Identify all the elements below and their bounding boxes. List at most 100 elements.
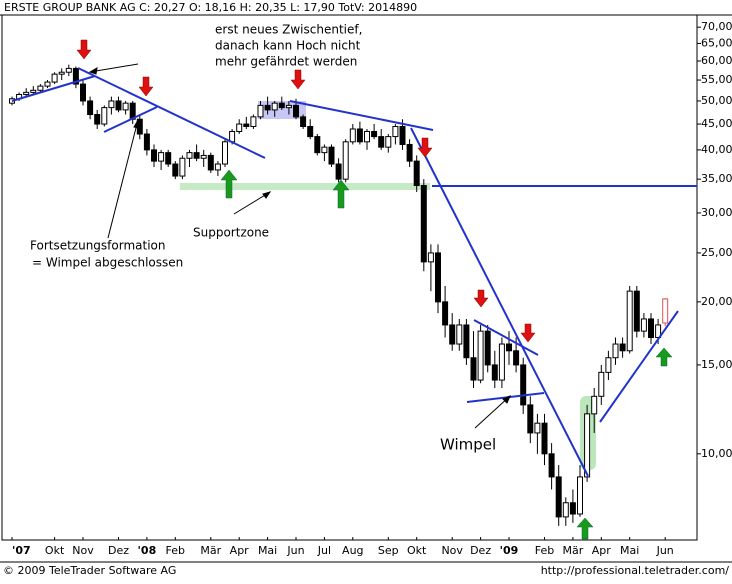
support-zone: [180, 183, 430, 190]
candle-body: [207, 154, 214, 171]
candle-body: [30, 89, 37, 93]
pointer: [107, 119, 139, 239]
candle-body: [442, 301, 449, 326]
y-tick-label: 40,00: [701, 143, 732, 156]
candle-body: [633, 290, 640, 332]
x-tick-label: Nov: [441, 544, 463, 557]
x-tick-label: Jun: [656, 544, 674, 557]
candle-body: [527, 404, 534, 434]
candle-body: [591, 395, 598, 415]
x-tick-label: '07: [12, 544, 31, 557]
chart-title: ERSTE GROUP BANK AG C: 20,27 O: 18,16 H:…: [4, 1, 417, 14]
y-tick-label: 70,00: [701, 20, 732, 33]
candle-body: [193, 152, 200, 159]
annotation: danach kann Hoch nicht: [215, 39, 361, 53]
candle-body: [58, 71, 65, 75]
candle-body: [612, 343, 619, 359]
candle-body: [626, 290, 633, 352]
x-tick-label: Jun: [286, 544, 304, 557]
candle-body: [186, 152, 193, 159]
pointer: [474, 395, 511, 429]
buy-arrow: [576, 517, 594, 540]
candle-body: [378, 136, 385, 148]
candle-body: [94, 114, 101, 125]
x-tick-label: Dez: [108, 544, 129, 557]
candle-body: [51, 73, 58, 83]
candle-body: [584, 413, 591, 478]
candle-body: [470, 357, 477, 381]
candle-body: [285, 104, 292, 109]
candle-body: [236, 123, 243, 132]
pointers: [88, 63, 511, 429]
buy-arrow: [332, 179, 350, 209]
y-tick-label: 50,00: [701, 94, 732, 107]
candle-body: [143, 133, 150, 151]
candle-body: [44, 81, 51, 87]
candle-body: [435, 252, 441, 303]
y-tick-label: 15,00: [701, 358, 732, 371]
pointer-head: [262, 191, 272, 199]
candle-body: [172, 163, 179, 177]
candle-body: [420, 185, 427, 263]
candle-body: [108, 100, 115, 109]
sell-arrow: [76, 39, 92, 60]
candle-body: [555, 476, 562, 518]
candle-body: [115, 100, 122, 111]
candle-body: [122, 102, 129, 111]
candle-body: [200, 154, 207, 159]
x-tick-label: '08: [138, 544, 157, 557]
candle-body: [662, 298, 669, 324]
x-tick-label: '09: [500, 544, 519, 557]
candle-body: [214, 163, 221, 171]
candle-body: [243, 123, 250, 128]
x-tick-label: Feb: [535, 544, 554, 557]
candle-body: [179, 157, 186, 177]
candle-body: [427, 252, 434, 263]
x-tick-label: Okt: [407, 544, 427, 557]
candle-body: [477, 330, 484, 381]
trend-line: [473, 319, 539, 356]
candle-body: [520, 364, 527, 406]
candle-body: [577, 476, 583, 515]
candle-body: [151, 149, 157, 162]
candle-body: [498, 343, 505, 381]
candle-body: [364, 130, 370, 143]
candle-body: [72, 67, 79, 85]
candle-body: [491, 364, 498, 381]
candle-body: [158, 152, 165, 162]
annotation: Fortsetzungsformation: [30, 239, 166, 253]
x-tick-label: Mai: [258, 544, 277, 557]
x-tick-label: Feb: [166, 544, 185, 557]
candle-body: [23, 91, 30, 95]
candle-body: [271, 102, 278, 111]
x-tick-label: Dez: [470, 544, 491, 557]
annotation: Supportzone: [193, 226, 269, 240]
buy-arrow: [220, 169, 238, 199]
pointer-head: [502, 395, 511, 404]
candle-body: [534, 422, 541, 434]
candle-body: [513, 350, 520, 366]
y-tick-label: 20,00: [701, 295, 732, 308]
candle-body: [569, 502, 576, 515]
y-tick-label: 65,00: [701, 36, 732, 49]
x-tick-label: Sep: [378, 544, 399, 557]
candle-body: [598, 371, 605, 397]
candles: [9, 64, 669, 526]
annotation: Wimpel: [440, 436, 496, 454]
sell-arrow: [417, 137, 433, 158]
sell-arrow: [290, 69, 306, 90]
candle-body: [293, 104, 299, 118]
y-tick-label: 35,00: [701, 172, 732, 185]
y-tick-label: 25,00: [701, 246, 732, 259]
x-tick-label: Nov: [72, 544, 94, 557]
candle-body: [356, 128, 363, 143]
candle-body: [605, 357, 612, 373]
pointer-head: [133, 118, 140, 129]
buy-arrow: [655, 347, 673, 367]
candle-body: [37, 85, 44, 91]
candle-body: [385, 136, 392, 148]
signal-arrows: [76, 39, 673, 540]
candle-body: [264, 104, 271, 111]
